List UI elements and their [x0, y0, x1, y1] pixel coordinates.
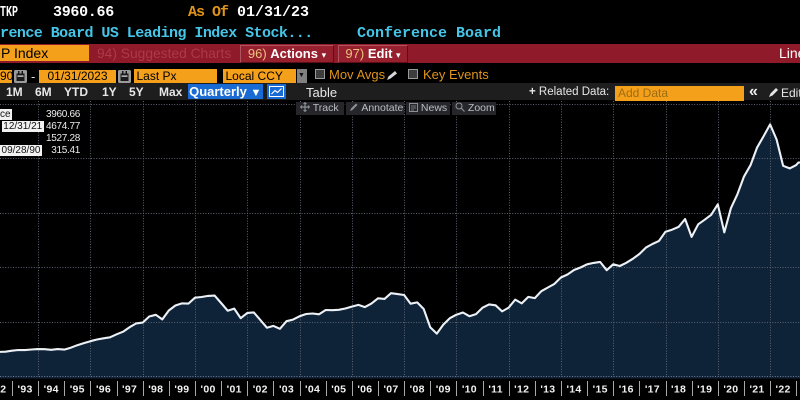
svg-text:'97: '97: [122, 384, 137, 396]
svg-text:'96: '96: [96, 384, 111, 396]
svg-text:'01: '01: [227, 384, 242, 396]
svg-text:'09: '09: [436, 384, 451, 396]
svg-text:'14: '14: [566, 384, 581, 396]
svg-text:'13: '13: [540, 384, 555, 396]
svg-text:'16: '16: [619, 384, 634, 396]
svg-text:'04: '04: [305, 384, 320, 396]
svg-text:'12: '12: [514, 384, 529, 396]
svg-text:'92: '92: [0, 384, 6, 396]
svg-text:'17: '17: [645, 384, 660, 396]
svg-text:'99: '99: [174, 384, 189, 396]
svg-text:'19: '19: [697, 384, 712, 396]
svg-text:'98: '98: [148, 384, 163, 396]
svg-text:'03: '03: [279, 384, 294, 396]
svg-text:'18: '18: [671, 384, 686, 396]
svg-text:'07: '07: [383, 384, 398, 396]
svg-text:'20: '20: [723, 384, 738, 396]
svg-text:'22: '22: [776, 384, 791, 396]
svg-text:'93: '93: [18, 384, 33, 396]
svg-text:'05: '05: [331, 384, 346, 396]
svg-text:'94: '94: [44, 384, 59, 396]
svg-text:'15: '15: [593, 384, 608, 396]
svg-text:'06: '06: [357, 384, 372, 396]
svg-text:'10: '10: [462, 384, 477, 396]
svg-text:'11: '11: [488, 384, 503, 396]
svg-text:'00: '00: [201, 384, 216, 396]
svg-text:'95: '95: [70, 384, 85, 396]
svg-text:'08: '08: [410, 384, 425, 396]
svg-text:'02: '02: [253, 384, 268, 396]
svg-text:'21: '21: [749, 384, 764, 396]
